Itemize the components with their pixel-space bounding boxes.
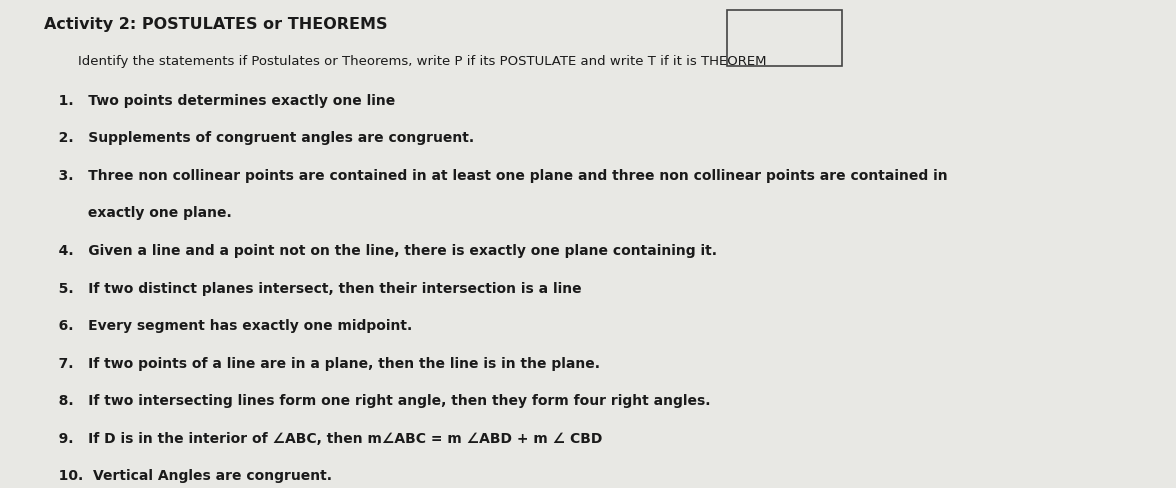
Text: 6.   Every segment has exactly one midpoint.: 6. Every segment has exactly one midpoin… xyxy=(44,319,412,333)
Text: exactly one plane.: exactly one plane. xyxy=(44,206,232,221)
Text: 7.   If two points of a line are in a plane, then the line is in the plane.: 7. If two points of a line are in a plan… xyxy=(44,357,600,371)
Text: 2.   Supplements of congruent angles are congruent.: 2. Supplements of congruent angles are c… xyxy=(44,131,474,145)
Text: 1.   Two points determines exactly one line: 1. Two points determines exactly one lin… xyxy=(44,94,395,108)
Text: 5.   If two distinct planes intersect, then their intersection is a line: 5. If two distinct planes intersect, the… xyxy=(44,282,581,296)
Text: 4.   Given a line and a point not on the line, there is exactly one plane contai: 4. Given a line and a point not on the l… xyxy=(44,244,716,258)
Bar xyxy=(727,10,842,66)
Text: 10.  Vertical Angles are congruent.: 10. Vertical Angles are congruent. xyxy=(44,469,332,484)
Text: Activity 2: POSTULATES or THEOREMS: Activity 2: POSTULATES or THEOREMS xyxy=(44,17,387,32)
Text: Identify the statements if Postulates or Theorems, write P if its POSTULATE and : Identify the statements if Postulates or… xyxy=(44,55,766,68)
Text: 8.   If two intersecting lines form one right angle, then they form four right a: 8. If two intersecting lines form one ri… xyxy=(44,394,710,408)
Text: 3.   Three non collinear points are contained in at least one plane and three no: 3. Three non collinear points are contai… xyxy=(44,169,947,183)
Text: 9.   If D is in the interior of ∠ABC, then m∠ABC = m ∠ABD + m ∠ CBD: 9. If D is in the interior of ∠ABC, then… xyxy=(44,432,602,446)
